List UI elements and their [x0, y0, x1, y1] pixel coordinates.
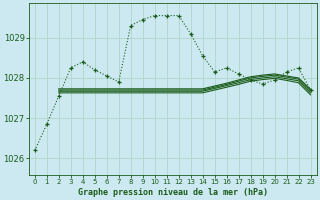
- X-axis label: Graphe pression niveau de la mer (hPa): Graphe pression niveau de la mer (hPa): [78, 188, 268, 197]
